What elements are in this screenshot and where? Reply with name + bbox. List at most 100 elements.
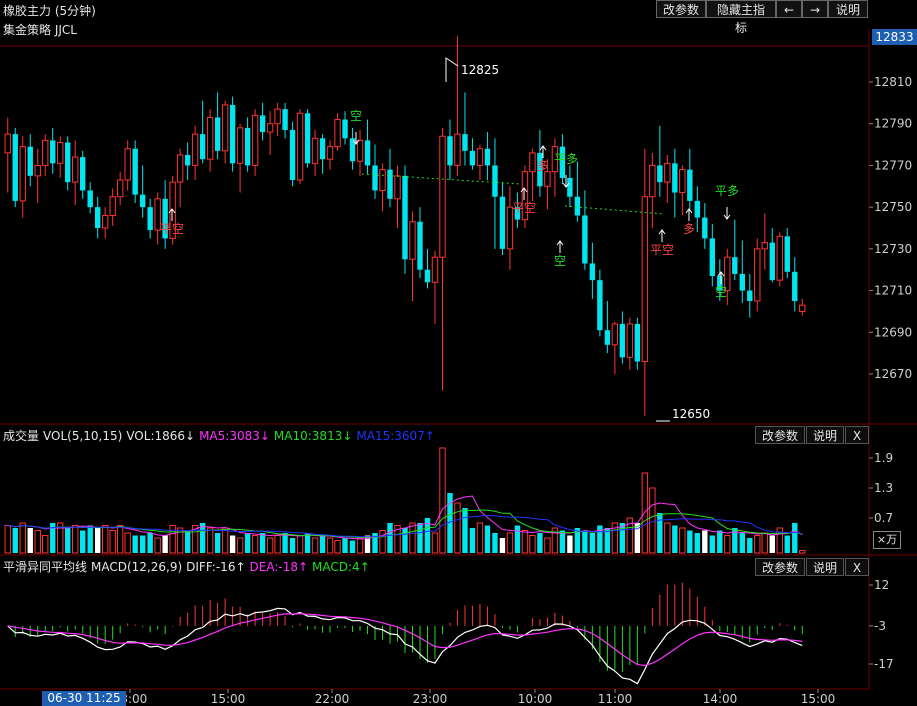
candle-body-down [387,169,393,199]
volume-bar [694,533,701,553]
volume-bar [394,525,401,554]
volume-bar [589,533,596,553]
volume-ma-line [7,514,803,538]
candle-body-down [702,217,708,239]
candle-body-up [754,248,761,302]
candle-body-up [776,235,783,281]
candle-body-up [57,141,64,164]
arrow-up-icon [685,208,693,221]
volume-bar [132,535,138,553]
trade-signal: 空 [554,240,566,268]
candle-body-down [27,146,33,176]
volume-bar [4,525,11,554]
candle-body-up [334,119,341,148]
volume-bar [514,525,521,553]
volume-bar [387,523,393,553]
volume-bar [206,527,214,554]
candle-body-up [679,169,686,194]
volume-bar [702,530,708,553]
volume-bar [87,525,93,553]
volume-bar [537,533,543,553]
macd-modify-button[interactable]: 改参数 [755,558,805,576]
volume-bar [431,532,439,554]
volume-bar [739,533,745,553]
hide-main-indicator-button[interactable]: 隐藏主指标 [706,0,776,35]
volume-bar [521,530,529,554]
arrow-up-icon [168,208,176,221]
volume-help-button[interactable]: 说明 [806,426,844,444]
volume-bar [236,537,244,554]
volume-bar [492,533,498,553]
signal-label: 空 [350,109,362,123]
volume-modify-button[interactable]: 改参数 [755,426,805,444]
chart-title: 橡胶主力 (5分钟) [3,4,96,18]
arrow-up-icon [520,187,528,200]
signal-dotted-line [361,173,521,185]
signal-label: 空 [715,285,727,299]
candle-body-up [356,139,364,162]
candle-body-up [251,114,259,166]
time-tick-label: 22:00 [315,692,350,706]
volume-bar [417,523,423,553]
candle-body-down [492,165,498,197]
volume-bar [296,535,304,554]
candle-body-up [724,256,731,292]
volume-bar [559,530,566,553]
candle-body-down [484,148,491,166]
candle-body-down [769,242,775,281]
volume-tick-label: 1.3 [874,481,893,495]
left-arrow-button[interactable]: ← [776,0,802,18]
candle-body-up [409,221,416,260]
volume-tick-label: 0.7 [874,511,893,525]
volume-bar [799,550,806,554]
candle-body-down [739,273,745,291]
candle-body-up [42,139,49,166]
volume-bar [349,540,356,553]
volume-bar [184,530,191,553]
trade-signal: 多 [537,145,549,173]
volume-bar [657,513,663,553]
volume-unit-button[interactable]: ×万 [873,531,901,549]
candle-body-down [349,138,356,162]
candle-body-up [649,164,656,198]
volume-bar [567,535,573,553]
candle-body-up [521,171,529,221]
candle-body-down [282,109,288,130]
volume-bar [221,527,229,554]
candle-body-up [476,148,484,166]
volume-bar [116,525,124,554]
candle-body-down [12,134,18,201]
arrow-up-icon [717,271,725,284]
volume-bar [717,530,723,553]
volume-bar [364,535,371,553]
modify-params-button[interactable]: 改参数 [656,0,706,18]
trade-signal: 平空 [512,187,536,215]
macd-tick-label: 12 [874,578,889,592]
candle-body-down [732,257,738,274]
volume-tick-label: 1.9 [874,451,893,465]
help-button[interactable]: 说明 [828,0,868,18]
candle-body-down [747,290,753,301]
arrow-down-icon [352,132,360,145]
candle-body-down [132,148,138,195]
volume-bar [611,522,619,554]
macd-help-button[interactable]: 说明 [806,558,844,576]
candle-body-up [206,116,214,160]
volume-bar [372,533,378,553]
candle-body-down [717,275,723,291]
volume-bar [109,530,116,554]
volume-bar [12,528,18,553]
right-arrow-button[interactable]: → [802,0,828,18]
volume-bar [439,447,446,554]
macd-tick-label: -3 [874,619,886,633]
candle-body-down [619,323,626,358]
volume-bar [754,535,761,554]
candle-body-up [664,162,671,183]
volume-bar [664,522,671,554]
volume-bar [19,522,26,554]
volume-bar [604,528,611,553]
volume-close-button[interactable]: X [845,426,869,444]
candle-body-up [19,146,26,202]
trade-signal: 平空 [160,208,184,236]
macd-close-button[interactable]: X [845,558,869,576]
